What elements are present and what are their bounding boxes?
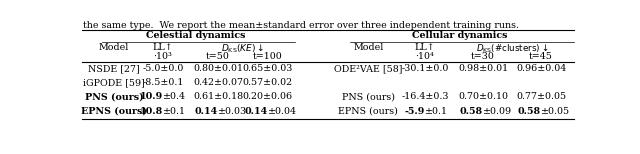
Text: 0.57±0.02: 0.57±0.02 (243, 78, 292, 87)
Text: t=100: t=100 (253, 52, 282, 61)
Text: EPNS (ours): EPNS (ours) (339, 107, 398, 116)
Text: ±0.04: ±0.04 (268, 107, 296, 116)
Text: ±0.09: ±0.09 (483, 107, 512, 116)
Text: PNS (ours): PNS (ours) (84, 92, 143, 101)
Text: ±0.1: ±0.1 (163, 107, 186, 116)
Text: 0.42±0.07: 0.42±0.07 (193, 78, 243, 87)
Text: 0.58: 0.58 (460, 107, 483, 116)
Text: -5.0±0.0: -5.0±0.0 (142, 64, 184, 73)
Text: ODE²VAE [58]: ODE²VAE [58] (334, 64, 403, 73)
Text: PNS (ours): PNS (ours) (342, 92, 395, 101)
Text: t=50: t=50 (206, 52, 230, 61)
Text: Celestial dynamics: Celestial dynamics (147, 31, 246, 40)
Text: 0.80±0.01: 0.80±0.01 (193, 64, 243, 73)
Text: 0.70±0.10: 0.70±0.10 (458, 92, 508, 101)
Text: 10.8: 10.8 (140, 107, 163, 116)
Text: LL↑: LL↑ (152, 43, 173, 52)
Text: ±0.05: ±0.05 (541, 107, 570, 116)
Text: 0.14: 0.14 (195, 107, 218, 116)
Text: LL↑: LL↑ (415, 43, 435, 52)
Text: ·10³: ·10³ (154, 52, 172, 61)
Text: 0.98±0.01: 0.98±0.01 (458, 64, 508, 73)
Text: -16.4±0.3: -16.4±0.3 (401, 92, 449, 101)
Text: t=30: t=30 (471, 52, 495, 61)
Text: -5.9: -5.9 (404, 107, 425, 116)
Text: Cellular dynamics: Cellular dynamics (412, 31, 508, 40)
Text: ±0.4: ±0.4 (163, 92, 186, 101)
Text: EPNS (ours): EPNS (ours) (81, 107, 147, 116)
Text: 0.58: 0.58 (518, 107, 541, 116)
Text: t=45: t=45 (529, 52, 553, 61)
Text: 0.20±0.06: 0.20±0.06 (243, 92, 292, 101)
Text: 0.14: 0.14 (244, 107, 268, 116)
Text: 0.65±0.03: 0.65±0.03 (243, 64, 292, 73)
Text: ·10⁴: ·10⁴ (415, 52, 435, 61)
Text: 0.61±0.18: 0.61±0.18 (193, 92, 243, 101)
Text: ±0.03: ±0.03 (218, 107, 247, 116)
Text: 0.96±0.04: 0.96±0.04 (516, 64, 566, 73)
Text: $D_{\rm KS}(\#{\rm clusters})\downarrow$: $D_{\rm KS}(\#{\rm clusters})\downarrow$ (476, 43, 548, 55)
Text: iGPODE [59]: iGPODE [59] (83, 78, 145, 87)
Text: the same type.  We report the mean±standard error over three independent trainin: the same type. We report the mean±standa… (83, 21, 519, 30)
Text: -30.1±0.0: -30.1±0.0 (401, 64, 449, 73)
Text: 0.77±0.05: 0.77±0.05 (516, 92, 566, 101)
Text: 10.9: 10.9 (140, 92, 163, 101)
Text: Model: Model (353, 43, 383, 52)
Text: NSDE [27]: NSDE [27] (88, 64, 140, 73)
Text: -8.5±0.1: -8.5±0.1 (142, 78, 184, 87)
Text: ±0.1: ±0.1 (425, 107, 448, 116)
Text: $D_{\rm KS}(KE)\downarrow$: $D_{\rm KS}(KE)\downarrow$ (221, 43, 264, 55)
Text: Model: Model (99, 43, 129, 52)
